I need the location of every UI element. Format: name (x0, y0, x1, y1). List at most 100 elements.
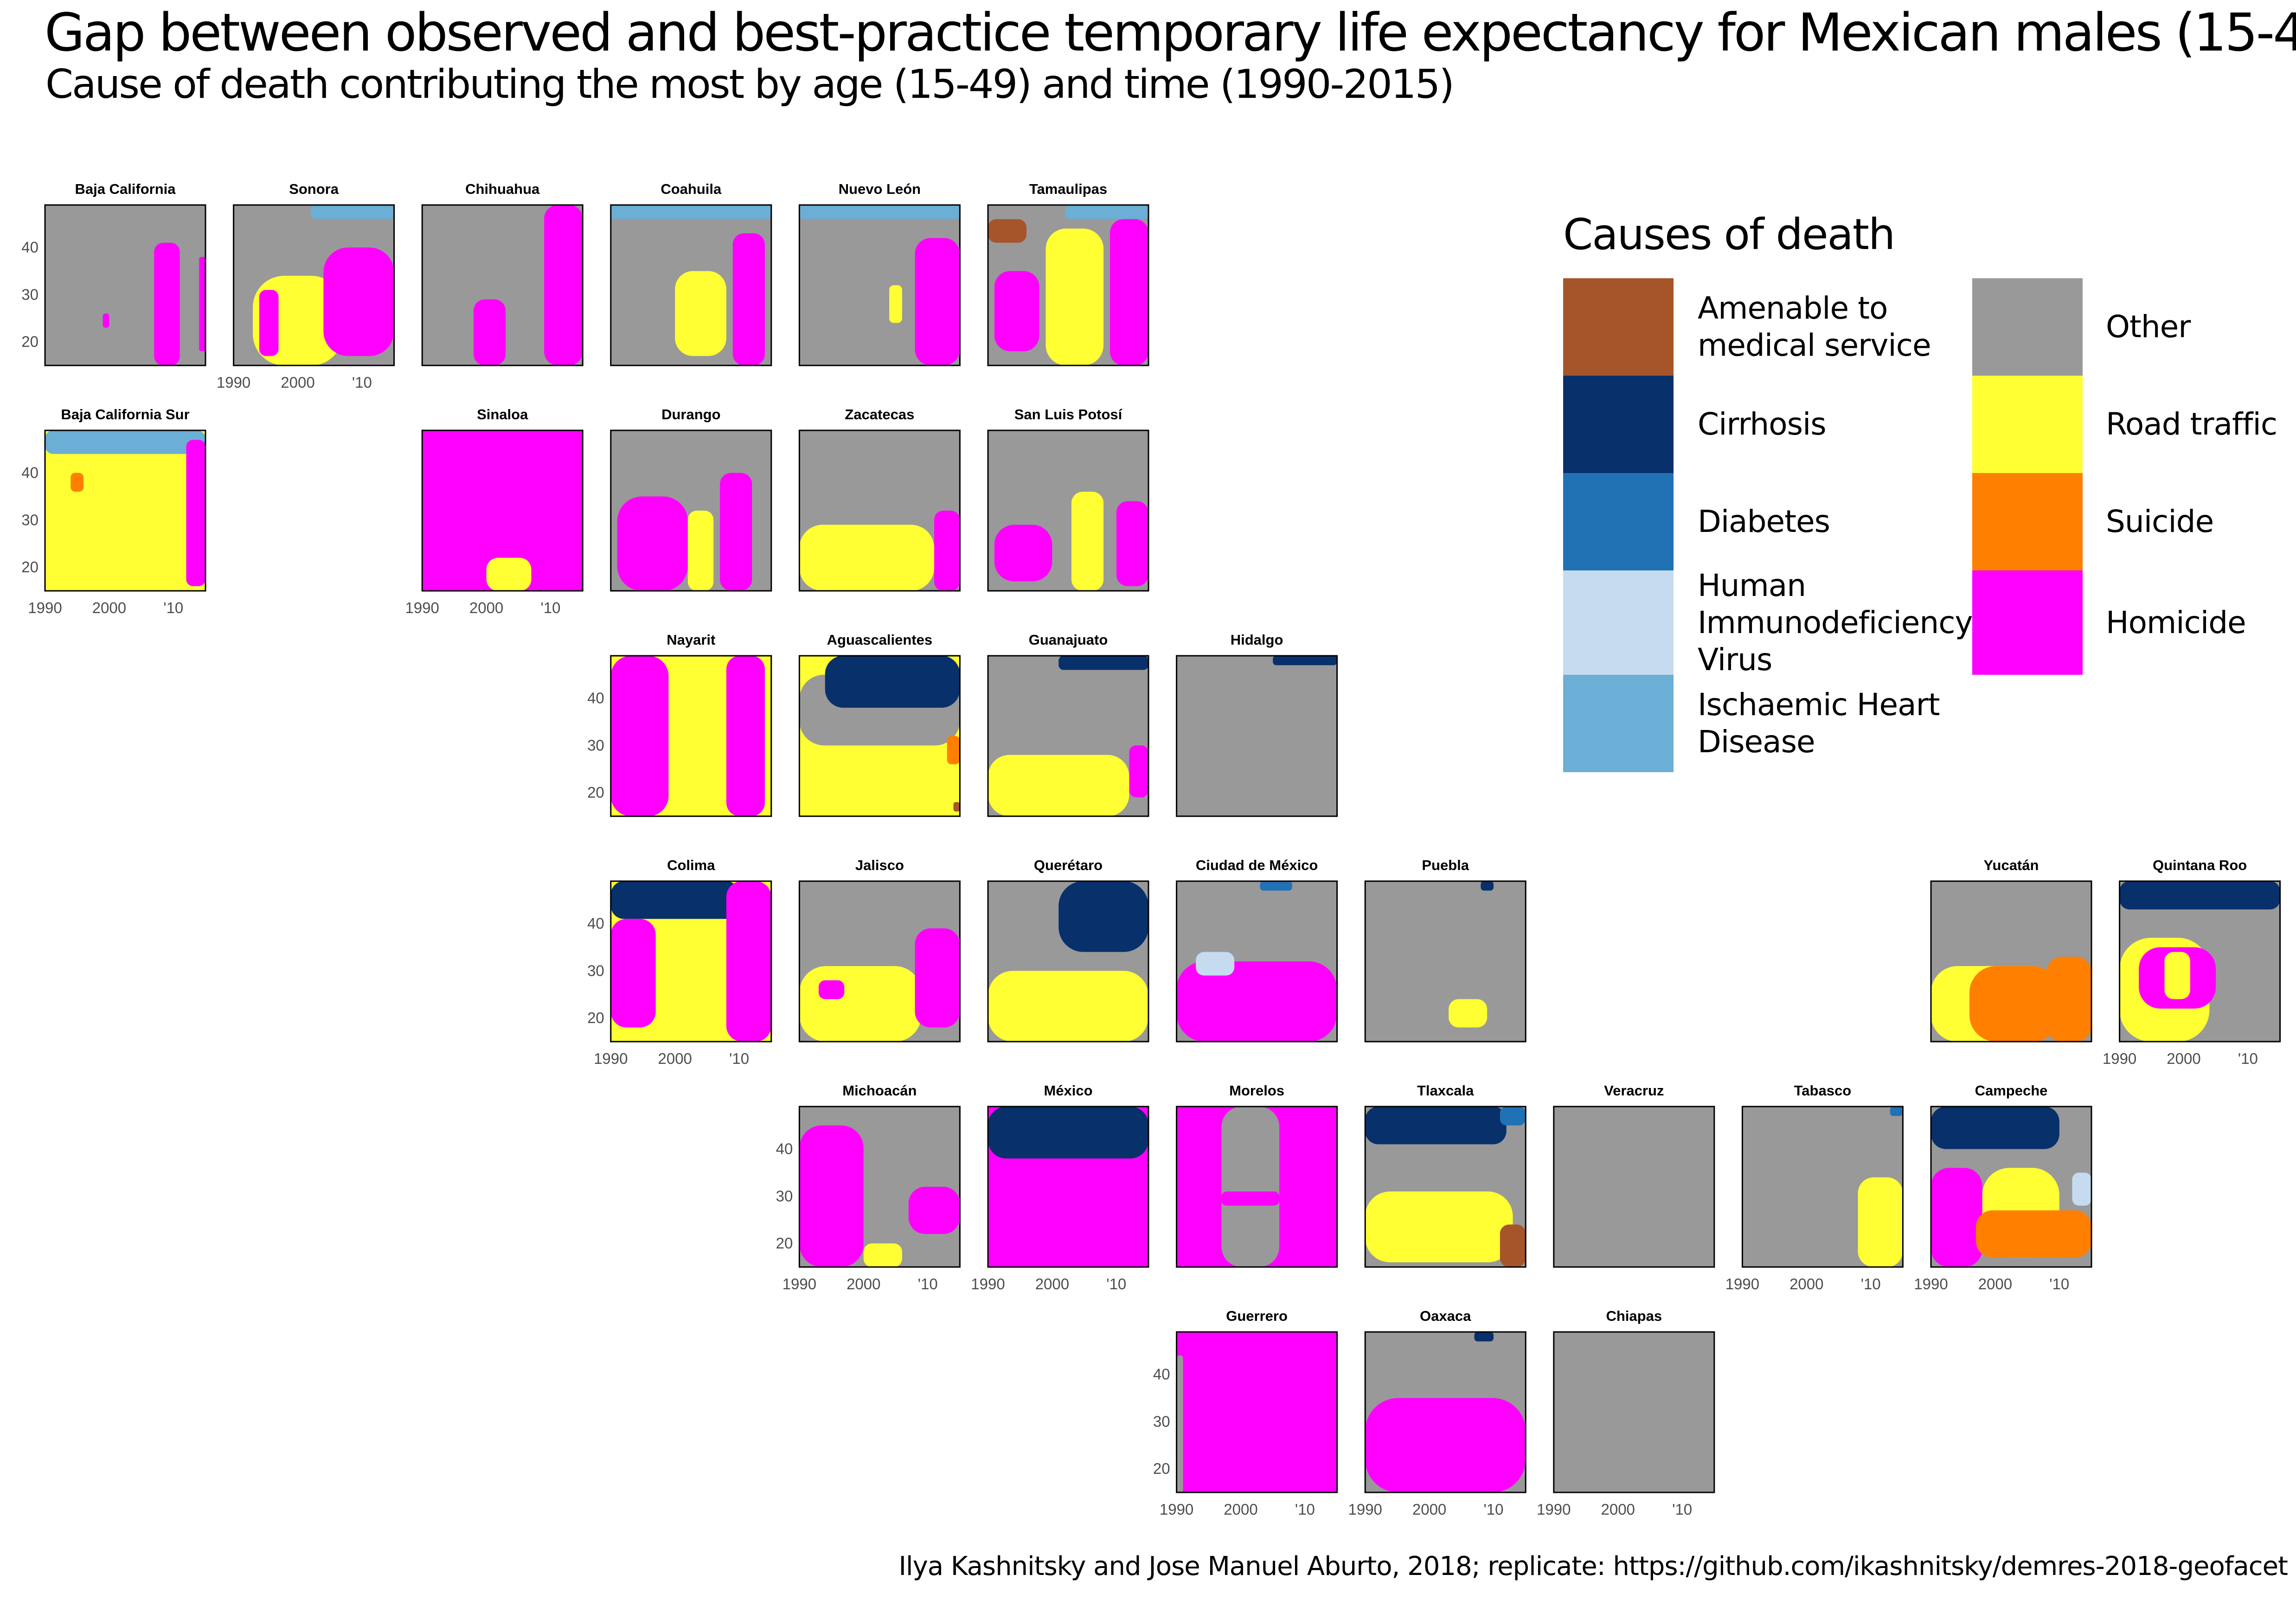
facet-panel: Colima 20 30 40 1990 2000 '10 (587, 857, 772, 1067)
legend-label-line: Amenable to (1698, 290, 1888, 326)
panel-title: Querétaro (1034, 857, 1103, 873)
panel-title: Tlaxcala (1417, 1082, 1474, 1099)
legend-label-hiv: Human Immunodeficiency Virus (1698, 567, 1973, 678)
x-tick-label: '10 (729, 1050, 749, 1067)
x-tick-label: 1990 (405, 599, 439, 616)
x-tick-label: 1990 (2103, 1050, 2136, 1067)
cause-region-homicide (799, 1125, 864, 1267)
panel-border (798, 429, 961, 592)
panel-title: Morelos (1229, 1082, 1284, 1099)
panel-background-homicide (1176, 1332, 1337, 1492)
cause-region-road (486, 557, 532, 591)
facet-panel: Jalisco (798, 857, 961, 1043)
panel-border (987, 429, 1149, 592)
y-tick-label: 20 (21, 558, 38, 576)
x-tick-label: 2000 (281, 374, 314, 391)
cause-region-homicide (726, 656, 765, 816)
y-tick-label: 40 (776, 1140, 793, 1158)
x-tick-label: 1990 (1914, 1275, 1948, 1293)
panel-title: Sinaloa (477, 406, 528, 422)
legend-label-ihd: Ischaemic Heart Disease (1698, 686, 1940, 761)
panel-title: Baja California Sur (61, 406, 189, 422)
chart-title: Gap between observed and best-practice t… (45, 3, 2296, 63)
panel-border (610, 880, 772, 1043)
cause-region-homicide (818, 980, 845, 999)
cause-region-homicide (908, 1187, 960, 1234)
x-tick-label: 1990 (782, 1275, 816, 1293)
x-tick-label: 1990 (1160, 1501, 1193, 1518)
legend-label-line: Ischaemic Heart (1698, 687, 1940, 723)
y-tick-label: 20 (587, 1009, 604, 1026)
cause-region-homicide (154, 243, 180, 365)
cause-region-road (863, 1243, 902, 1267)
x-tick-label: '10 (1483, 1501, 1503, 1518)
cause-region-road (799, 525, 935, 591)
x-tick-label: '10 (1672, 1501, 1692, 1518)
legend-swatch-ihd (1563, 675, 1674, 772)
legend-label-homicide: Homicide (2106, 604, 2246, 641)
facet-panel: Zacatecas (798, 406, 961, 592)
y-tick-label: 40 (1153, 1366, 1170, 1383)
cause-region-ihd (799, 205, 960, 219)
facet-panel: Baja California Sur 20 30 40 1990 2000 '10 (21, 406, 206, 616)
x-tick-label: 2000 (1412, 1501, 1446, 1518)
legend-swatch-road (1972, 376, 2083, 473)
y-tick-label: 40 (21, 239, 38, 256)
x-tick-label: 2000 (1224, 1501, 1257, 1518)
panel-title: Tamaulipas (1029, 181, 1107, 197)
cause-region-road (889, 285, 902, 323)
cause-region-cirrhosis (1481, 881, 1494, 891)
cause-region-suicide (1969, 966, 2059, 1042)
facet-panel: San Luis Potosí (987, 406, 1149, 592)
panel-border (1553, 1106, 1715, 1268)
x-tick-label: 2000 (847, 1275, 880, 1293)
panel-title: Ciudad de México (1196, 857, 1318, 873)
panel-border (987, 1106, 1149, 1268)
cause-region-road (988, 755, 1129, 816)
cause-region-homicide (915, 928, 960, 1028)
facet-panel: Campeche 1990 2000 '10 (1914, 1082, 2092, 1293)
facet-panel: Tlaxcala (1364, 1082, 1526, 1268)
facet-panel: Chiapas 1990 2000 '10 (1537, 1308, 1715, 1518)
panel-title: Yucatán (1984, 857, 2039, 873)
cause-region-road (799, 966, 922, 1042)
panel-border (2119, 880, 2281, 1043)
panel-border (987, 204, 1149, 366)
cause-region-homicide (199, 256, 205, 352)
cause-region-suicide (1975, 1210, 2091, 1258)
x-tick-label: '10 (1106, 1275, 1126, 1293)
x-tick-label: 2000 (2167, 1050, 2200, 1067)
x-tick-label: '10 (918, 1275, 938, 1293)
legend-label-cirrhosis: Cirrhosis (1698, 406, 1827, 443)
facet-panel: Morelos (1176, 1082, 1338, 1268)
cause-region-other (1176, 1355, 1183, 1492)
panel-title: Oaxaca (1420, 1308, 1471, 1324)
facet-panel: Coahuila (610, 181, 772, 366)
panel-border (798, 204, 961, 366)
panel-title: Quintana Roo (2153, 857, 2247, 873)
facet-panel: Oaxaca 1990 2000 '10 (1348, 1308, 1526, 1518)
cause-region-ihd (610, 205, 771, 219)
cause-region-cirrhosis (1365, 1107, 1507, 1145)
x-tick-label: 2000 (1035, 1275, 1069, 1293)
cause-region-homicide (726, 881, 771, 1042)
panel-border (610, 204, 772, 366)
cause-region-homicide (1110, 219, 1148, 365)
cause-region-suicide (71, 473, 84, 492)
y-tick-label: 20 (21, 333, 38, 350)
panel-border (421, 204, 584, 366)
panel-border (1176, 1106, 1338, 1268)
y-tick-label: 20 (587, 784, 604, 801)
x-tick-label: 2000 (658, 1050, 692, 1067)
legend-label-line: medical service (1698, 327, 1931, 363)
panel-border (1176, 880, 1338, 1043)
x-tick-label: 2000 (92, 599, 126, 616)
facet-panel: Tabasco 1990 2000 '10 (1725, 1082, 1904, 1293)
cause-region-cirrhosis (988, 1107, 1148, 1158)
panel-background-other (1176, 656, 1337, 816)
cause-region-suicide (2046, 956, 2091, 1042)
facet-panel: Yucatán (1930, 857, 2092, 1043)
cause-region-diabetes (1500, 1107, 1526, 1126)
y-tick-label: 40 (587, 690, 604, 707)
cause-region-cirrhosis (825, 656, 960, 708)
